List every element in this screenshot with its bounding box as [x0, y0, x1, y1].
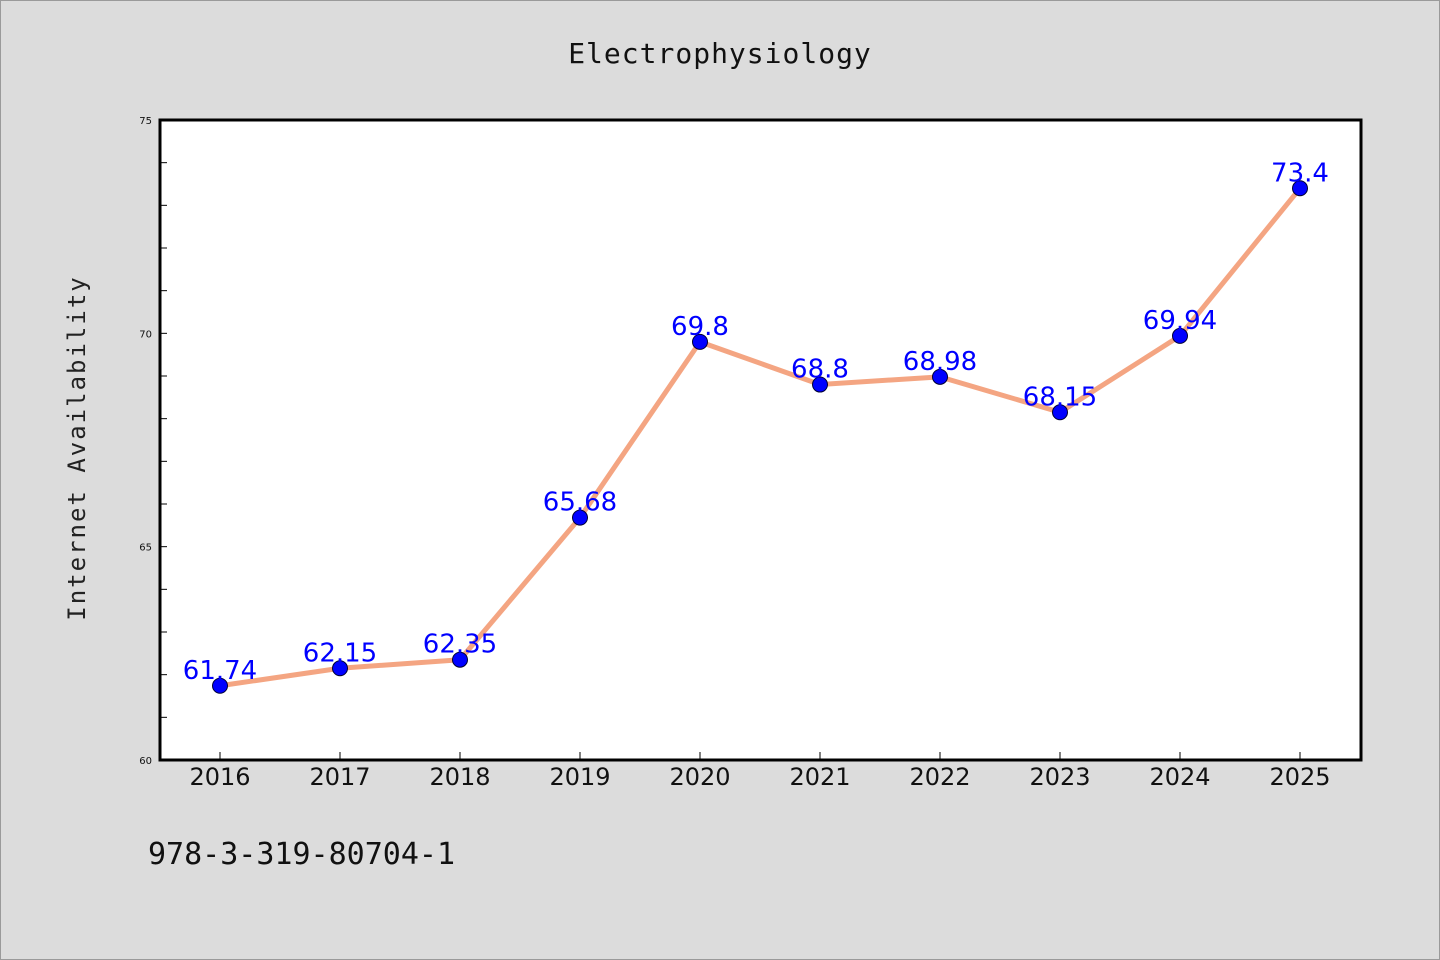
y-tick-label: 75: [139, 116, 152, 127]
footer-id-text: 978-3-319-80704-1: [148, 837, 455, 872]
x-tick-label: 2025: [1269, 763, 1330, 791]
x-tick-label: 2017: [309, 763, 370, 791]
x-tick-label: 2016: [189, 763, 250, 791]
x-axis: 2016 2017 2018 2019 2020 2021 2022 2023 2024 2025: [189, 752, 1331, 791]
data-point: [332, 660, 348, 677]
x-tick-label: 2020: [669, 763, 730, 791]
data-point: [932, 368, 948, 385]
series-layer: 61.74 62.15 62.35 65.68 69.8 68.8 68.98 68.15 69…: [183, 158, 1329, 694]
data-point: [572, 509, 588, 526]
data-label: 68.98: [903, 347, 977, 377]
plot-area: [158, 118, 1363, 762]
y-axis: 60 65 70 75: [139, 116, 167, 767]
chart-title: Electrophysiology: [568, 37, 872, 70]
data-label: 61.74: [183, 656, 257, 686]
y-axis-label: Internet Availability: [63, 275, 91, 620]
data-label: 62.35: [423, 630, 497, 660]
data-label: 69.94: [1143, 306, 1217, 336]
data-label: 68.15: [1023, 382, 1097, 412]
x-tick-label: 2024: [1149, 763, 1210, 791]
data-label: 68.8: [791, 355, 849, 385]
data-point: [212, 677, 228, 694]
x-tick-label: 2019: [549, 763, 610, 791]
series-line: [217, 185, 1303, 689]
data-point: [452, 651, 468, 668]
y-tick-label: 70: [139, 329, 152, 340]
y-tick-label: 65: [139, 543, 152, 554]
y-tick-label: 60: [139, 756, 152, 767]
data-label: 65.68: [543, 488, 617, 518]
data-point: [1052, 404, 1068, 421]
data-label: 62.15: [303, 638, 377, 668]
data-point: [692, 333, 708, 350]
data-point: [1172, 327, 1188, 344]
x-tick-label: 2018: [429, 763, 490, 791]
data-point: [812, 376, 828, 393]
data-label: 73.4: [1271, 158, 1329, 188]
data-point: [1292, 180, 1308, 197]
x-tick-label: 2021: [789, 763, 850, 791]
data-label: 69.8: [671, 312, 729, 342]
x-tick-label: 2022: [909, 763, 970, 791]
x-tick-label: 2023: [1029, 763, 1090, 791]
